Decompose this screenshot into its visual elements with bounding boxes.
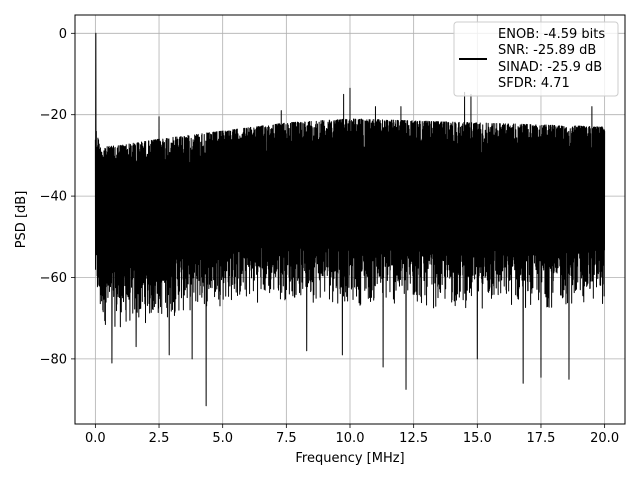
x-tick-label: 7.5 [276,431,297,446]
y-tick-label: −60 [40,271,67,286]
legend-entry-snr: SNR: -25.89 dB [498,43,596,58]
y-tick-label: 0 [59,27,67,42]
y-tick-label: −20 [40,108,67,123]
legend-entry-sfdr: SFDR: 4.71 [498,76,570,91]
psd-series [94,32,606,407]
x-tick-label: 2.5 [149,431,170,446]
x-tick-label: 5.0 [212,431,233,446]
y-axis-ticks: 0 −20 −40 −60 −80 [40,27,75,367]
legend-box [453,21,619,97]
psd-trace [94,32,606,407]
x-tick-label: 15.0 [463,431,492,446]
x-axis-label: Frequency [MHz] [295,451,404,466]
legend-entry-sinad: SINAD: -25.9 dB [498,60,602,75]
y-tick-label: −40 [40,190,67,205]
legend-entry-enob: ENOB: -4.59 bits [498,27,605,42]
y-axis-label: PSD [dB] [14,191,29,249]
x-axis-ticks: 0.0 2.5 5.0 7.5 10.0 12.5 15.0 17.5 20.0 [85,424,619,446]
x-tick-label: 12.5 [399,431,428,446]
x-tick-label: 17.5 [526,431,555,446]
x-tick-label: 10.0 [336,431,365,446]
x-tick-label: 20.0 [590,431,619,446]
legend: ENOB: -4.59 bits SNR: -25.89 dB SINAD: -… [453,21,619,97]
y-tick-label: −80 [40,352,67,367]
x-tick-label: 0.0 [85,431,106,446]
